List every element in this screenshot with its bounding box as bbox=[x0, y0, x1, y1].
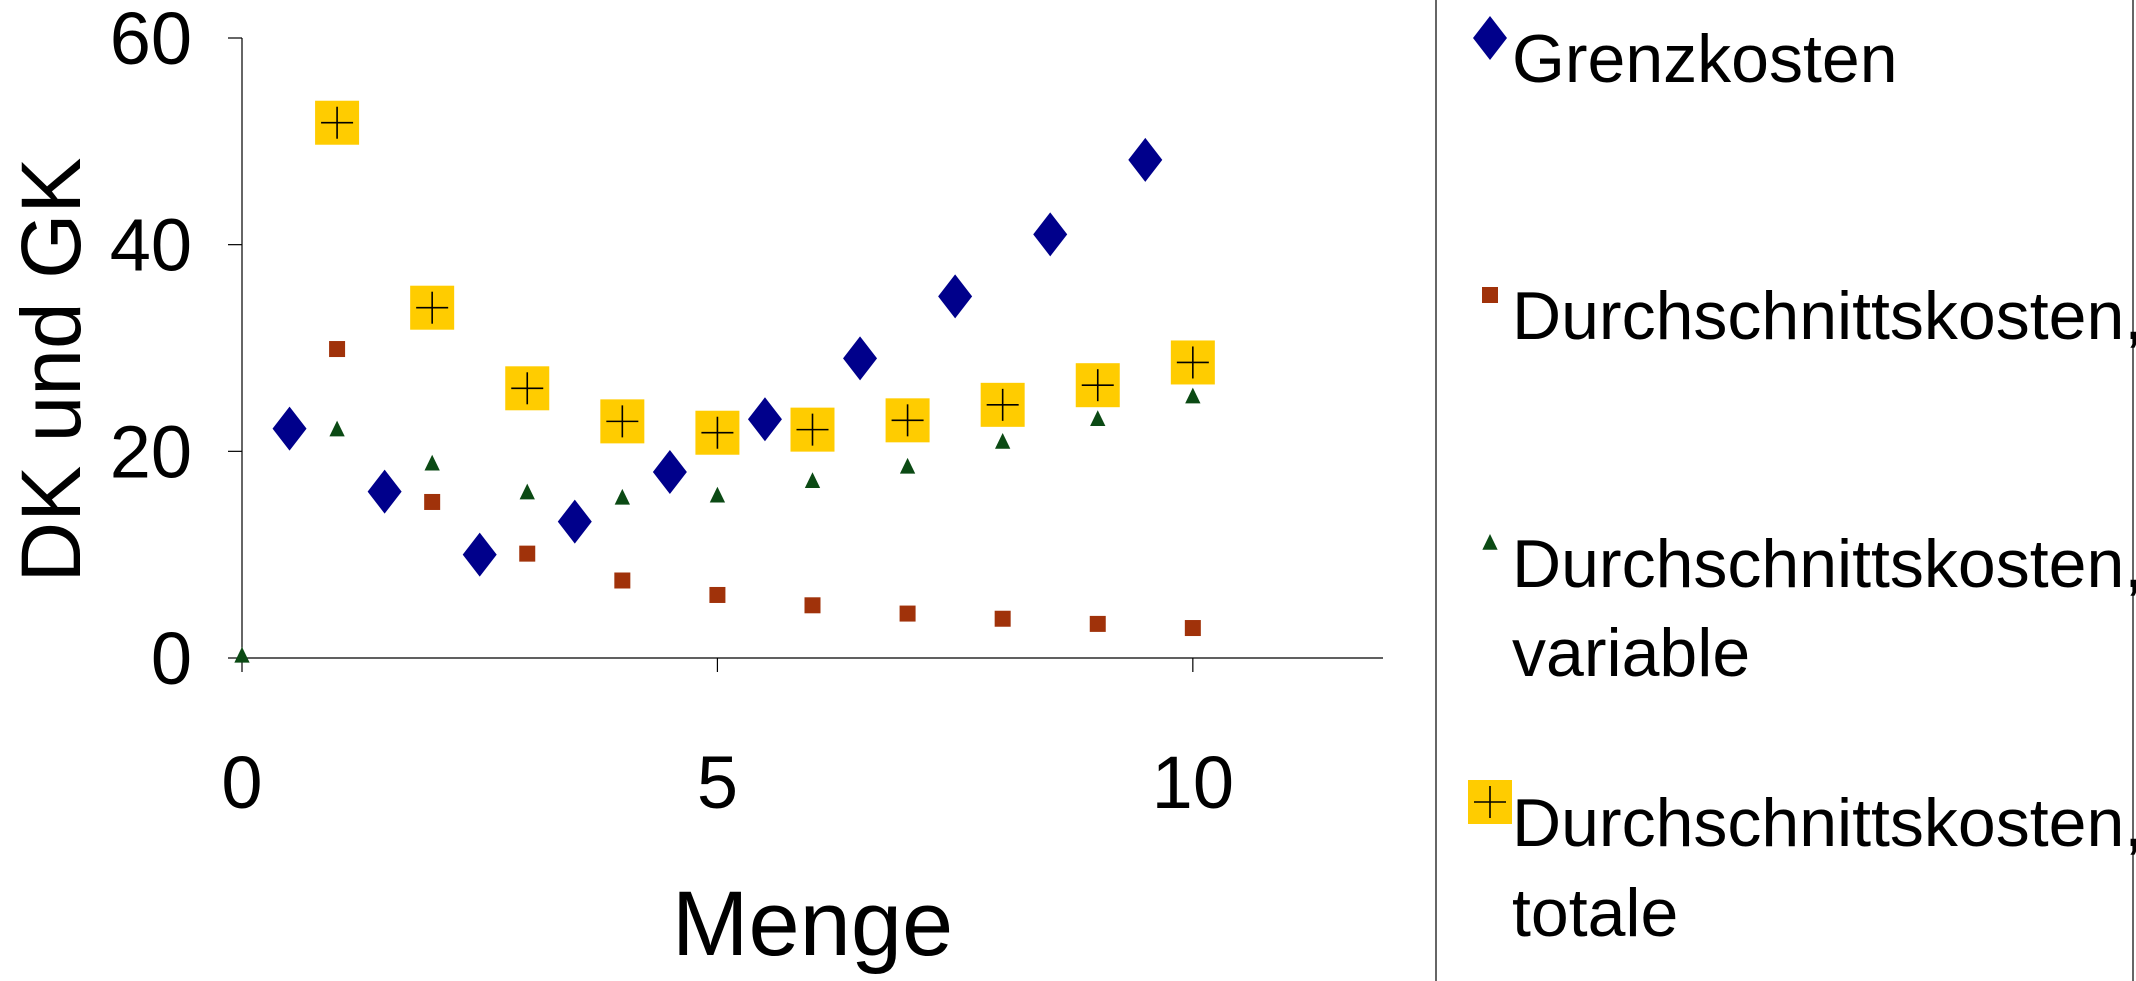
triangle-marker bbox=[614, 488, 630, 505]
x-tick-label: 0 bbox=[221, 741, 262, 824]
triangle-marker bbox=[329, 420, 345, 437]
axes bbox=[228, 37, 1383, 672]
axis-labels: 0 20 40 60 0 5 10 Menge DK und GK bbox=[4, 0, 1234, 975]
legend-label: Durchschnittskosten, bbox=[1512, 785, 2136, 861]
plus-box-marker bbox=[1468, 780, 1512, 824]
legend-label: totale bbox=[1512, 875, 1678, 951]
x-tick-label: 5 bbox=[697, 741, 738, 824]
square-marker bbox=[994, 610, 1011, 627]
diamond-marker bbox=[367, 469, 402, 514]
diamond-marker bbox=[747, 397, 782, 442]
y-tick-label: 0 bbox=[151, 617, 192, 700]
triangle-marker bbox=[519, 483, 535, 500]
diamond-marker bbox=[843, 336, 878, 381]
square-marker bbox=[1184, 620, 1201, 637]
square-marker bbox=[424, 493, 441, 510]
square-marker bbox=[1482, 287, 1498, 303]
legend-label: Durchschnittskosten, bbox=[1512, 526, 2136, 602]
series-group bbox=[315, 100, 1215, 455]
series-group bbox=[329, 341, 1201, 637]
square-marker bbox=[1089, 615, 1106, 632]
plus-box-marker bbox=[980, 382, 1025, 427]
plus-box-marker bbox=[790, 407, 835, 452]
plus-box-marker bbox=[695, 410, 740, 455]
plus-box-marker bbox=[315, 100, 360, 145]
plus-box-marker bbox=[1075, 363, 1120, 408]
plus-box-marker bbox=[410, 285, 455, 330]
triangle-marker bbox=[1482, 534, 1498, 550]
legend-label: Durchschnittskosten, fixe bbox=[1512, 278, 2136, 354]
triangle-marker bbox=[709, 486, 726, 503]
square-marker bbox=[519, 545, 536, 562]
legend-item: Grenzkosten bbox=[1473, 16, 1898, 97]
diamond-marker bbox=[557, 499, 592, 544]
legend-item: Durchschnittskosten, variable bbox=[1482, 526, 2136, 691]
legend-item: Durchschnittskosten, fixe bbox=[1482, 278, 2136, 354]
diamond-marker bbox=[1473, 16, 1507, 60]
legend: Grenzkosten Durchschnittskosten, fixe Durc… bbox=[1435, 0, 2136, 981]
plus-box-marker bbox=[885, 398, 930, 443]
triangle-marker bbox=[1185, 387, 1201, 404]
triangle-marker bbox=[234, 646, 250, 663]
square-marker bbox=[614, 572, 631, 589]
series-group bbox=[234, 387, 1201, 663]
y-tick-label: 40 bbox=[110, 204, 192, 287]
diamond-marker bbox=[938, 274, 973, 319]
legend-label: variable bbox=[1512, 615, 1750, 691]
y-tick-label: 60 bbox=[110, 0, 192, 80]
diamond-marker bbox=[462, 532, 497, 577]
triangle-marker bbox=[1090, 410, 1106, 427]
triangle-marker bbox=[995, 433, 1011, 449]
plus-box-marker bbox=[600, 399, 645, 444]
square-marker bbox=[804, 597, 821, 614]
y-tick-label: 20 bbox=[110, 410, 192, 493]
x-tick-label: 10 bbox=[1152, 741, 1234, 824]
x-axis-title: Menge bbox=[672, 873, 953, 975]
diamond-marker bbox=[1128, 137, 1163, 182]
legend-label: Grenzkosten bbox=[1512, 21, 1898, 97]
legend-item: Durchschnittskosten, totale bbox=[1468, 780, 2136, 951]
data-marks bbox=[234, 100, 1215, 663]
plus-box-marker bbox=[505, 366, 550, 411]
series-group bbox=[272, 137, 1163, 577]
triangle-marker bbox=[804, 472, 821, 489]
plus-box-marker bbox=[1170, 340, 1215, 385]
diamond-marker bbox=[272, 406, 307, 451]
square-marker bbox=[329, 341, 346, 358]
diamond-marker bbox=[1033, 212, 1068, 257]
triangle-marker bbox=[424, 454, 440, 471]
y-axis-title: DK und GK bbox=[4, 158, 98, 583]
square-marker bbox=[709, 586, 726, 603]
triangle-marker bbox=[899, 457, 916, 474]
diamond-marker bbox=[652, 450, 687, 494]
square-marker bbox=[899, 605, 916, 622]
